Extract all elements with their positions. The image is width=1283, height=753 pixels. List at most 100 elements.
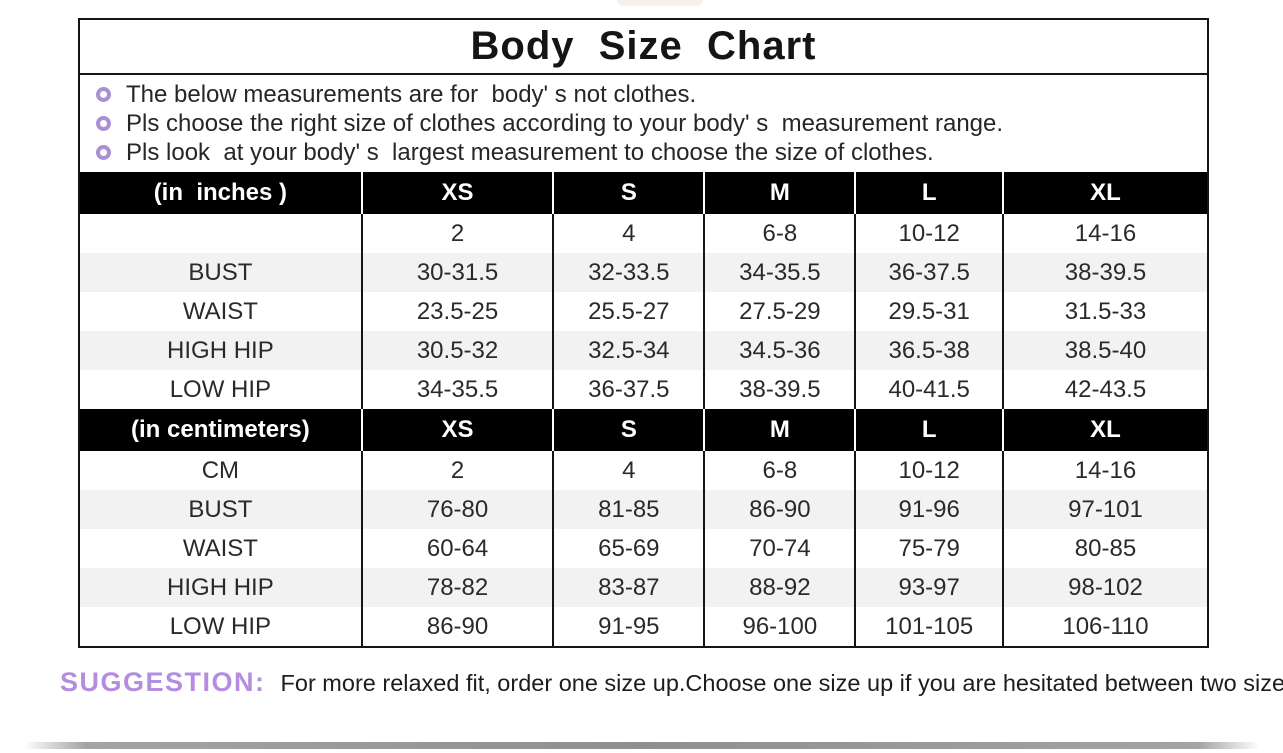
size-value-cell: 14-16 <box>1001 451 1207 490</box>
table-row: LOW HIP 86-90 91-95 96-100 101-105 106-110 <box>80 607 1207 646</box>
table-row: LOW HIP 34-35.5 36-37.5 38-39.5 40-41.5 42-43… <box>80 370 1207 409</box>
measurement-label-cell: CM <box>80 451 362 490</box>
size-value-cell: 32.5-34 <box>552 331 705 370</box>
size-value-cell: 60-64 <box>360 529 554 568</box>
size-header-cell: M <box>703 172 856 214</box>
size-value-cell: 36.5-38 <box>854 331 1003 370</box>
size-value-cell: 70-74 <box>703 529 856 568</box>
measurement-label-cell: LOW HIP <box>80 607 362 646</box>
size-value-cell: 106-110 <box>1001 607 1207 646</box>
size-header-cell: M <box>703 409 856 451</box>
unit-header-cell: (in inches ) <box>80 172 362 214</box>
size-value-cell: 91-95 <box>552 607 705 646</box>
table-row: BUST 76-80 81-85 86-90 91-96 97-101 <box>80 490 1207 529</box>
bullet-ring-icon <box>96 116 111 131</box>
size-header-cell: XL <box>1001 172 1207 214</box>
measurement-label-cell: BUST <box>80 490 362 529</box>
bullet-ring-icon <box>96 145 111 160</box>
suggestion-line: SUGGESTION: For more relaxed fit, order … <box>60 667 1283 698</box>
bottom-divider-bar <box>24 742 1260 749</box>
table-header-row: (in centimeters) XS S M L XL <box>80 409 1207 451</box>
size-value-cell: 40-41.5 <box>854 370 1003 409</box>
note-text: Pls choose the right size of clothes acc… <box>126 109 1004 137</box>
suggestion-text: For more relaxed fit, order one size up.… <box>280 670 1283 696</box>
size-value-cell: 14-16 <box>1001 214 1207 253</box>
note-line: Pls choose the right size of clothes acc… <box>96 109 1207 138</box>
size-value-cell: 36-37.5 <box>854 253 1003 292</box>
size-value-cell: 2 <box>360 451 554 490</box>
size-chart-box: Body Size Chart The below measurements a… <box>78 18 1209 648</box>
page-title: Body Size Chart <box>80 20 1207 75</box>
size-header-cell: L <box>854 409 1003 451</box>
size-table: (in inches ) XS S M L XL 2 4 6-8 10-12 14-16 BUST 30… <box>80 172 1207 646</box>
table-row: WAIST 60-64 65-69 70-74 75-79 80-85 <box>80 529 1207 568</box>
size-value-cell: 34.5-36 <box>703 331 856 370</box>
size-value-cell: 88-92 <box>703 568 856 607</box>
size-value-cell: 30.5-32 <box>360 331 554 370</box>
size-value-cell: 38-39.5 <box>703 370 856 409</box>
size-value-cell: 96-100 <box>703 607 856 646</box>
table-row: WAIST 23.5-25 25.5-27 27.5-29 29.5-31 31.5-33 <box>80 292 1207 331</box>
size-value-cell: 86-90 <box>360 607 554 646</box>
measurement-label-cell: WAIST <box>80 529 362 568</box>
note-text: The below measurements are for body' s n… <box>126 80 697 108</box>
measurement-label-cell: WAIST <box>80 292 362 331</box>
unit-header-cell: (in centimeters) <box>80 409 362 451</box>
size-value-cell: 34-35.5 <box>703 253 856 292</box>
top-edge-artifact <box>617 0 703 6</box>
table-row: BUST 30-31.5 32-33.5 34-35.5 36-37.5 38-39.5 <box>80 253 1207 292</box>
size-header-cell: XS <box>360 409 554 451</box>
size-header-cell: S <box>552 409 705 451</box>
size-value-cell: 10-12 <box>854 214 1003 253</box>
table-header-row: (in inches ) XS S M L XL <box>80 172 1207 214</box>
size-value-cell: 75-79 <box>854 529 1003 568</box>
size-value-cell: 81-85 <box>552 490 705 529</box>
note-text: Pls look at your body' s largest measure… <box>126 138 934 166</box>
size-value-cell: 27.5-29 <box>703 292 856 331</box>
size-header-cell: L <box>854 172 1003 214</box>
size-value-cell: 6-8 <box>703 214 856 253</box>
size-value-cell: 10-12 <box>854 451 1003 490</box>
bullet-ring-icon <box>96 87 111 102</box>
size-value-cell: 42-43.5 <box>1001 370 1207 409</box>
size-value-cell: 38-39.5 <box>1001 253 1207 292</box>
size-value-cell: 2 <box>360 214 554 253</box>
size-value-cell: 25.5-27 <box>552 292 705 331</box>
size-value-cell: 98-102 <box>1001 568 1207 607</box>
size-value-cell: 23.5-25 <box>360 292 554 331</box>
measurement-label-cell: BUST <box>80 253 362 292</box>
notes-section: The below measurements are for body' s n… <box>80 75 1207 172</box>
size-value-cell: 6-8 <box>703 451 856 490</box>
size-value-cell: 91-96 <box>854 490 1003 529</box>
size-header-cell: XL <box>1001 409 1207 451</box>
size-header-cell: S <box>552 172 705 214</box>
size-value-cell: 4 <box>552 214 705 253</box>
size-value-cell: 34-35.5 <box>360 370 554 409</box>
size-value-cell: 38.5-40 <box>1001 331 1207 370</box>
table-row: HIGH HIP 30.5-32 32.5-34 34.5-36 36.5-38 38.5… <box>80 331 1207 370</box>
size-value-cell: 93-97 <box>854 568 1003 607</box>
size-value-cell: 80-85 <box>1001 529 1207 568</box>
size-value-cell: 30-31.5 <box>360 253 554 292</box>
size-value-cell: 29.5-31 <box>854 292 1003 331</box>
size-value-cell: 78-82 <box>360 568 554 607</box>
size-header-cell: XS <box>360 172 554 214</box>
suggestion-label: SUGGESTION: <box>60 667 266 697</box>
measurement-label-cell: HIGH HIP <box>80 331 362 370</box>
size-value-cell: 97-101 <box>1001 490 1207 529</box>
size-value-cell: 65-69 <box>552 529 705 568</box>
size-value-cell: 86-90 <box>703 490 856 529</box>
size-value-cell: 4 <box>552 451 705 490</box>
note-line: Pls look at your body' s largest measure… <box>96 138 1207 167</box>
measurement-label-cell <box>80 214 362 253</box>
size-value-cell: 32-33.5 <box>552 253 705 292</box>
measurement-label-cell: LOW HIP <box>80 370 362 409</box>
table-row: CM 2 4 6-8 10-12 14-16 <box>80 451 1207 490</box>
size-value-cell: 76-80 <box>360 490 554 529</box>
table-row: 2 4 6-8 10-12 14-16 <box>80 214 1207 253</box>
size-value-cell: 101-105 <box>854 607 1003 646</box>
size-value-cell: 83-87 <box>552 568 705 607</box>
table-row: HIGH HIP 78-82 83-87 88-92 93-97 98-102 <box>80 568 1207 607</box>
size-value-cell: 31.5-33 <box>1001 292 1207 331</box>
